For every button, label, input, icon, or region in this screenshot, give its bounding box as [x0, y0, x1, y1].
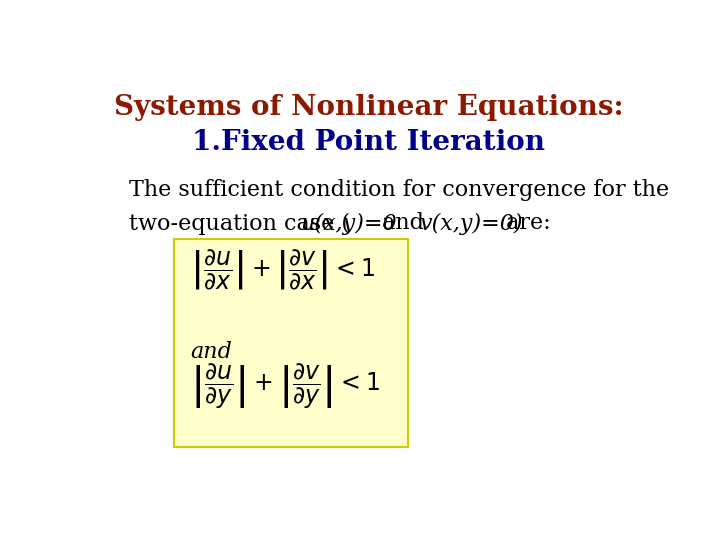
Text: 1.Fixed Point Iteration: 1.Fixed Point Iteration	[192, 129, 546, 156]
Text: $\left|\dfrac{\partial u}{\partial y}\right| + \left|\dfrac{\partial v}{\partial: $\left|\dfrac{\partial u}{\partial y}\ri…	[190, 362, 380, 411]
Text: u(x,y)=0: u(x,y)=0	[300, 212, 397, 234]
Text: Systems of Nonlinear Equations:: Systems of Nonlinear Equations:	[114, 94, 624, 121]
Text: are:: are:	[499, 212, 551, 234]
Text: The sufficient condition for convergence for the: The sufficient condition for convergence…	[129, 179, 669, 201]
FancyBboxPatch shape	[174, 239, 408, 447]
Text: $\left|\dfrac{\partial u}{\partial x}\right| + \left|\dfrac{\partial v}{\partial: $\left|\dfrac{\partial u}{\partial x}\ri…	[190, 248, 375, 292]
Text: two-equation case (: two-equation case (	[129, 212, 350, 234]
Text: and: and	[190, 341, 233, 363]
Text: v(x,y)=0): v(x,y)=0)	[419, 212, 522, 234]
Text: and: and	[375, 212, 431, 234]
